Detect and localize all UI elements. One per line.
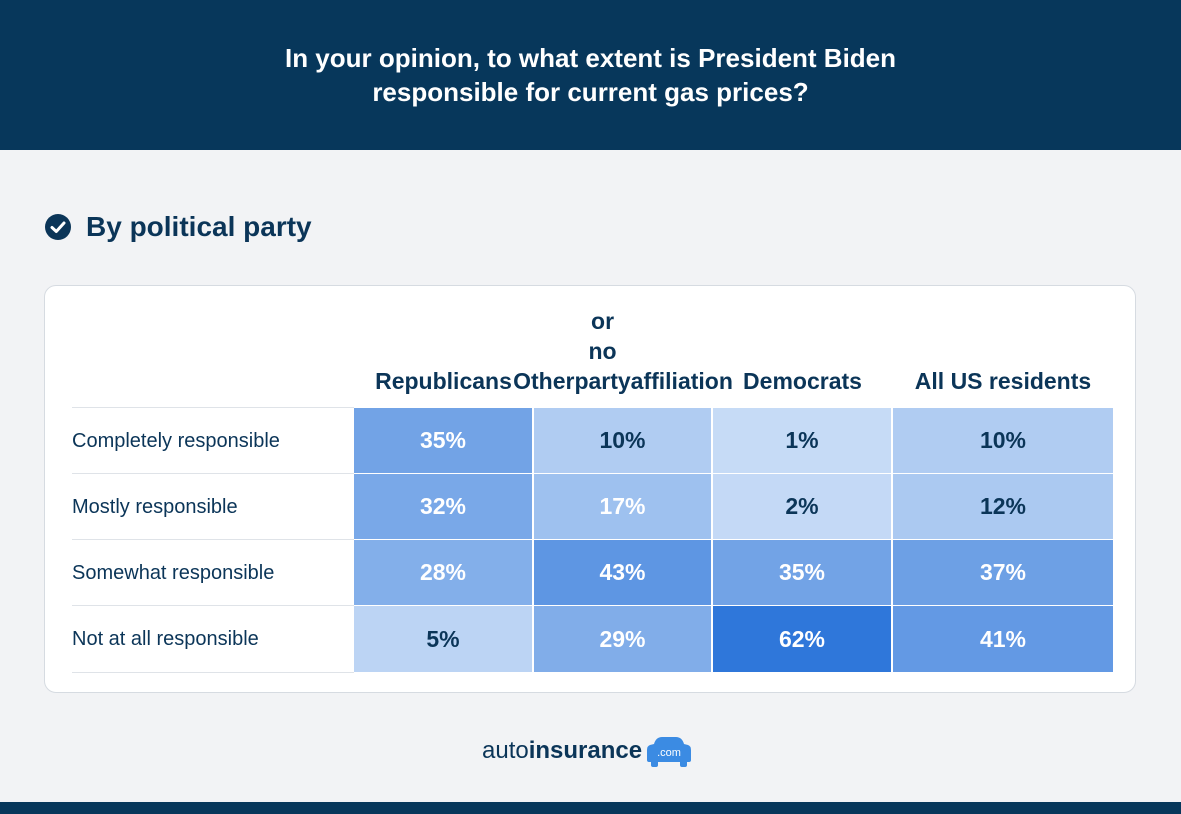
row-label: Mostly responsible bbox=[72, 495, 238, 518]
footer-bar bbox=[0, 802, 1181, 814]
column-header-line: affiliation bbox=[630, 368, 733, 394]
column-header-line: Other bbox=[513, 368, 575, 394]
column-header: All US residents bbox=[893, 314, 1113, 396]
row-divider bbox=[72, 539, 354, 540]
column-header: Democrats bbox=[713, 314, 892, 396]
chart-title-line-1: In your opinion, to what extent is Presi… bbox=[284, 43, 897, 73]
check-circle-icon bbox=[45, 214, 71, 240]
row-label: Not at all responsible bbox=[72, 627, 259, 650]
heatmap-cell: 17% bbox=[534, 474, 712, 540]
heatmap-cell: 35% bbox=[713, 540, 892, 606]
logo-text-insurance: insurance bbox=[528, 737, 643, 764]
car-logo-icon: .com bbox=[647, 737, 692, 767]
column-header: Other or no party affiliation bbox=[513, 308, 733, 396]
subtitle-text: By political party bbox=[86, 211, 312, 242]
heatmap-cell: 43% bbox=[534, 540, 712, 606]
header-banner: In your opinion, to what extent is Presi… bbox=[0, 0, 1181, 150]
heatmap-cell: 41% bbox=[893, 606, 1113, 672]
heatmap-cell: 1% bbox=[713, 408, 892, 474]
column-header: Republicans bbox=[354, 314, 533, 396]
heatmap-cell: 5% bbox=[354, 606, 533, 672]
section-subtitle: By political party bbox=[44, 208, 312, 246]
row-divider bbox=[72, 605, 354, 606]
heatmap-table-card: Republicans Other or no party affiliation De… bbox=[44, 285, 1136, 693]
heatmap-cell: 62% bbox=[713, 606, 892, 672]
column-header-line: All US residents bbox=[914, 368, 1092, 394]
row-label: Somewhat responsible bbox=[72, 561, 275, 584]
heatmap-cell: 12% bbox=[893, 474, 1113, 540]
heatmap-cell: 35% bbox=[354, 408, 533, 474]
row-divider bbox=[72, 672, 354, 673]
row-label: Completely responsible bbox=[72, 429, 280, 452]
row-divider bbox=[72, 407, 354, 408]
logo-text-com: .com bbox=[657, 747, 681, 759]
heatmap-cell: 32% bbox=[354, 474, 533, 540]
logo-text-auto: auto bbox=[482, 737, 529, 764]
column-header-line: Democrats bbox=[743, 368, 862, 394]
heatmap-cell: 2% bbox=[713, 474, 892, 540]
column-header-line: or no party bbox=[574, 308, 631, 394]
row-divider bbox=[72, 473, 354, 474]
chart-title-line-2: responsible for current gas prices? bbox=[372, 77, 809, 107]
heatmap-cell: 10% bbox=[893, 408, 1113, 474]
heatmap-cell: 29% bbox=[534, 606, 712, 672]
heatmap-cell: 37% bbox=[893, 540, 1113, 606]
brand-logo: auto insurance .com bbox=[482, 733, 693, 769]
heatmap-cell: 28% bbox=[354, 540, 533, 606]
heatmap-cell: 10% bbox=[534, 408, 712, 474]
column-header-line: Republicans bbox=[375, 368, 512, 394]
